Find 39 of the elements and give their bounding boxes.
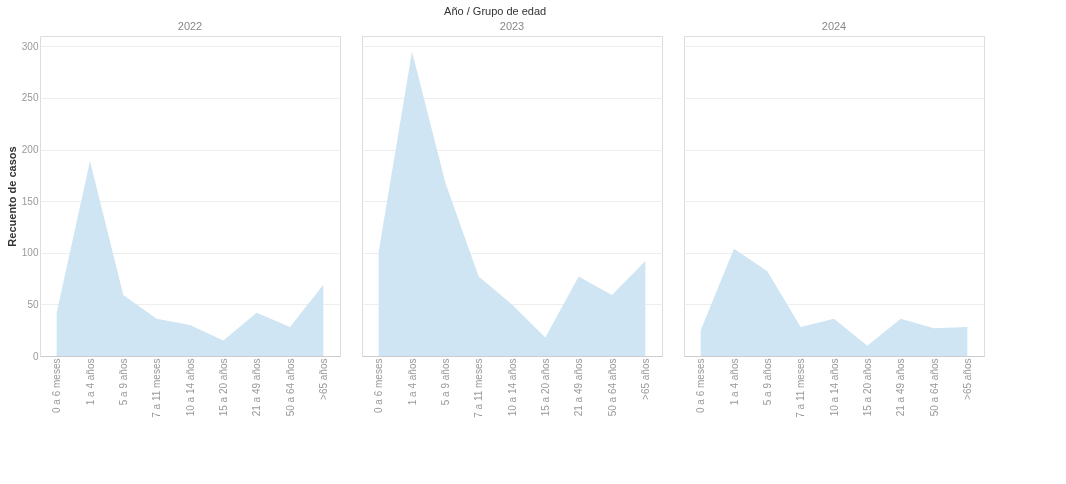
x-tick-label: 7 a 11 meses [151, 358, 163, 418]
x-tick-label: 15 a 20 años [539, 358, 551, 417]
x-tick-label: >65 años [317, 358, 329, 400]
chart-title: 2022 [177, 20, 203, 32]
x-tick-label: 50 a 64 años [284, 358, 296, 417]
x-tick-label: 50 a 64 años [606, 358, 618, 417]
y-tick-label: 200 [21, 144, 39, 156]
chart-title: 2024 [821, 20, 847, 32]
x-tick-label: 7 a 11 meses [795, 358, 807, 418]
y-tick-label: 100 [21, 247, 39, 259]
x-tick-label: 10 a 14 años [184, 358, 196, 417]
x-tick-label: >65 años [639, 358, 651, 400]
x-tick-label: 21 a 49 años [251, 358, 263, 417]
text: Año / Grupo de edad [444, 4, 547, 17]
x-tick-label: 1 a 4 años [84, 358, 96, 406]
y-tick-label: 0 [32, 350, 39, 362]
x-tick-label: >65 años [961, 358, 973, 400]
x-tick-label: 0 a 6 meses [373, 358, 385, 413]
y-tick-label: 300 [21, 40, 39, 52]
x-tick-label: 10 a 14 años [506, 358, 518, 417]
x-tick-label: 1 a 4 años [406, 358, 418, 406]
x-tick-label: 10 a 14 años [828, 358, 840, 417]
x-tick-label: 0 a 6 meses [695, 358, 707, 413]
y-axis-title: Recuento de casos [5, 146, 18, 247]
y-tick-label: 150 [21, 195, 39, 207]
y-tick-label: 250 [21, 92, 39, 104]
x-tick-label: 7 a 11 meses [473, 358, 485, 418]
y-tick-label: 50 [27, 298, 39, 310]
x-tick-label: 21 a 49 años [573, 358, 585, 417]
x-tick-label: 5 a 9 años [439, 358, 451, 406]
x-tick-label: 5 a 9 años [761, 358, 773, 406]
x-tick-label: 15 a 20 años [861, 358, 873, 417]
chart-title: 2023 [499, 20, 525, 32]
x-tick-label: 0 a 6 meses [51, 358, 63, 413]
x-tick-label: 5 a 9 años [117, 358, 129, 406]
x-tick-label: 15 a 20 años [217, 358, 229, 417]
x-tick-label: 1 a 4 años [728, 358, 740, 406]
x-tick-label: 50 a 64 años [928, 358, 940, 417]
x-tick-label: 21 a 49 años [895, 358, 907, 417]
